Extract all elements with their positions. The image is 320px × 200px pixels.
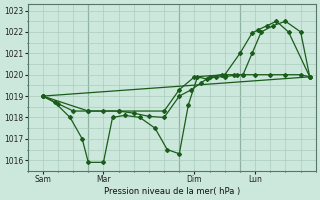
X-axis label: Pression niveau de la mer( hPa ): Pression niveau de la mer( hPa ) [104,187,240,196]
